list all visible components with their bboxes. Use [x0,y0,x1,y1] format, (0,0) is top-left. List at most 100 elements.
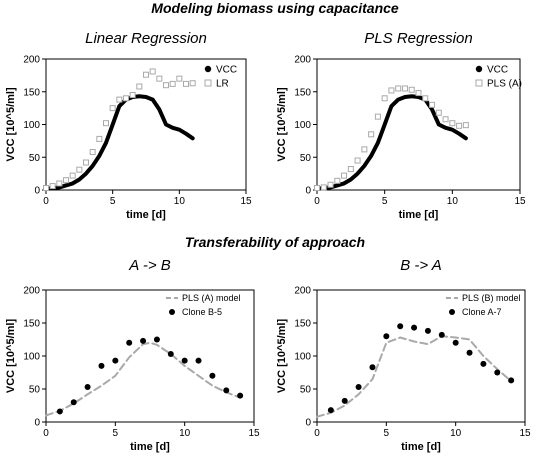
data-point-square [49,183,56,190]
y-tick-label: 100 [23,352,40,363]
data-point-square [129,92,136,99]
x-tick-label: 10 [450,428,462,439]
legend-label: PLS (A) [487,79,522,90]
y-tick-label: 200 [294,55,311,66]
data-point-dot [209,372,216,379]
data-point-dot [70,399,77,406]
panel-title: B -> A [400,257,442,274]
x-tick-label: 0 [314,428,320,439]
data-point-dot [140,337,147,344]
y-tick-label: 150 [23,87,40,98]
data-point-dot [56,408,63,415]
series-dashed-line [45,341,242,417]
data-point-dot [112,357,119,364]
x-tick-label: 0 [314,196,320,207]
legend-marker-dot [449,309,455,315]
series-squares [314,85,469,192]
data-point-square [442,116,449,123]
series-line [44,94,195,191]
data-point-square [314,185,320,192]
data-point-square [341,172,348,179]
data-point-square [449,120,456,127]
data-point-square [189,80,196,87]
y-tick-label: 100 [294,352,311,363]
data-point-dot [84,384,91,391]
legend-marker-dot [204,65,212,73]
x-tick-label: 15 [519,428,531,439]
y-tick-label: 0 [305,418,311,429]
data-point-square [96,135,103,142]
data-point-dot [494,369,501,376]
y-tick-label: 200 [23,55,40,66]
data-point-dot [424,327,431,334]
data-point-square [368,131,375,138]
y-axis-label: VCC [10^5/ml] [5,319,17,394]
legend: VCC PLS (A) [475,65,522,90]
data-point-square [76,166,83,173]
data-point-dot [153,336,160,343]
data-point-square [136,83,143,90]
x-tick-label: 5 [110,196,116,207]
data-point-dot [508,377,515,384]
data-point-square [388,87,395,94]
legend-label: Clone A-7 [462,307,502,317]
x-tick-label: 15 [248,428,260,439]
legend-label: LR [216,79,229,90]
y-tick-label: 50 [300,385,312,396]
data-point-dot [327,407,334,414]
data-point-square [183,80,189,87]
y-tick-label: 150 [23,319,40,330]
series-dashed-line [316,335,513,418]
series-dots [327,323,515,414]
data-point-square [327,181,334,188]
data-point-dot [466,349,473,356]
x-tick-label: 10 [174,196,186,207]
data-point-square [56,180,63,187]
data-point-square [176,75,183,82]
y-axis-label: VCC [10^5/ml] [276,87,288,162]
y-tick-label: 100 [294,120,311,131]
data-point-square [156,75,163,82]
y-tick-label: 50 [300,153,312,164]
x-tick-label: 5 [384,428,390,439]
x-tick-label: 5 [113,428,119,439]
data-point-square [408,86,415,93]
x-tick-label: 10 [179,428,191,439]
data-point-square [462,122,469,129]
panel-title: Linear Regression [85,30,207,47]
data-point-dot [452,339,459,346]
data-point-square [381,95,388,102]
data-point-square [69,172,76,179]
data-point-square [354,157,361,164]
legend: PLS (A) model Clone B-5 [166,293,241,317]
legend-label: PLS (B) model [462,293,521,303]
data-point-square [422,95,429,102]
y-tick-label: 50 [29,385,41,396]
x-tick-label: 0 [43,196,49,207]
panel-title: A -> B [128,257,171,274]
legend: PLS (B) model Clone A-7 [446,293,521,317]
x-axis-label: time [d] [399,209,439,221]
data-point-square [435,109,442,116]
data-point-square [320,184,327,191]
data-point-square [374,113,381,120]
series-squares [43,68,196,192]
legend: VCC LR [204,65,237,90]
data-point-dot [181,357,188,364]
data-point-dot [369,364,376,371]
data-point-square [123,95,129,102]
data-point-dot [411,324,418,331]
data-point-square [401,85,408,92]
y-tick-label: 150 [294,319,311,330]
y-tick-label: 200 [23,286,40,297]
legend-marker-square [204,79,212,87]
legend-label: Clone B-5 [182,307,222,317]
data-point-dot [355,384,362,391]
y-axis-label: VCC [10^5/ml] [276,319,288,394]
data-point-dot [438,331,445,338]
y-axis-label: VCC [10^5/ml] [5,87,17,162]
data-point-square [334,177,341,184]
